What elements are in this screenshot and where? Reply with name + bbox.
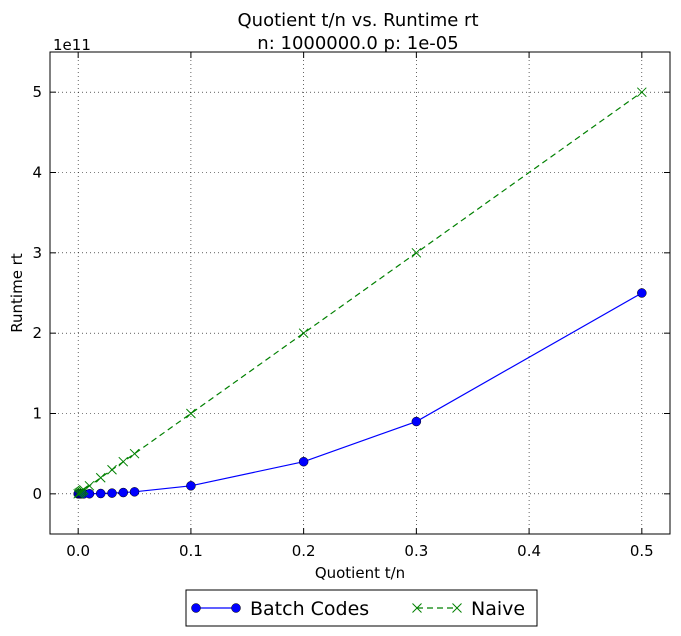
- data-point-batch-codes: [411, 416, 422, 427]
- data-point-batch-codes: [107, 488, 117, 498]
- x-tick-label: 0.1: [179, 542, 203, 560]
- data-point-naive: [95, 472, 106, 483]
- marker-stroke: [84, 480, 95, 491]
- data-point-batch-codes: [637, 288, 647, 298]
- data-point-batch-codes: [84, 489, 95, 499]
- plot-frame: [49, 51, 671, 535]
- y-tick-label: 0: [32, 485, 42, 503]
- x-tick-label: 0.4: [517, 542, 541, 560]
- y-axis-offset-label: 1e11: [53, 36, 91, 54]
- tick-labels: 0.0 0.1 0.2 0.3 0.4 0.5 0 1 2 3 4 5: [32, 83, 653, 560]
- data-point-naive: [186, 408, 196, 419]
- y-tick-label: 4: [32, 164, 42, 182]
- marker-stroke: [129, 448, 140, 459]
- series-layer: [73, 87, 647, 499]
- data-point-batch-codes: [118, 487, 129, 498]
- data-point-naive: [118, 456, 129, 467]
- legend-entry-batch-codes: Batch Codes: [191, 598, 369, 620]
- data-point-batch-codes: [298, 456, 309, 467]
- legend-label: Batch Codes: [250, 598, 369, 620]
- legend: Batch Codes Naive: [185, 589, 538, 627]
- chart-subtitle: n: 1000000.0 p: 1e-05: [257, 33, 458, 54]
- marker-stroke: [95, 472, 106, 483]
- marker-stroke: [636, 87, 647, 98]
- legend-marker: [191, 603, 201, 613]
- legend-label: Naive: [471, 598, 525, 620]
- marker-stroke: [186, 408, 196, 419]
- x-tick-label: 0.3: [404, 542, 428, 560]
- data-point-naive: [129, 448, 140, 459]
- data-point-batch-codes: [95, 488, 106, 499]
- grid: [50, 52, 670, 534]
- y-tick-label: 5: [32, 83, 42, 101]
- legend-frame: [185, 589, 538, 627]
- legend-marker: [231, 603, 241, 613]
- legend-entry-naive: Naive: [412, 598, 525, 620]
- ticks: [50, 52, 670, 534]
- data-point-naive: [411, 247, 422, 258]
- marker-stroke: [107, 464, 117, 475]
- data-point-naive: [298, 328, 309, 339]
- y-axis-label: Runtime rt: [8, 253, 26, 333]
- data-point-naive: [78, 484, 89, 495]
- marker-stroke: [118, 456, 129, 467]
- marker-stroke: [78, 484, 89, 495]
- data-point-naive: [107, 464, 117, 475]
- y-tick-label: 2: [32, 324, 42, 342]
- x-tick-label: 0.2: [292, 542, 316, 560]
- marker-stroke: [411, 247, 422, 258]
- data-point-batch-codes: [129, 487, 140, 497]
- y-tick-label: 1: [32, 405, 42, 423]
- marker-stroke: [298, 328, 309, 339]
- legend-marker: [452, 603, 462, 613]
- chart-title: Quotient t/n vs. Runtime rt: [238, 10, 479, 31]
- legend-entries: Batch Codes Naive: [191, 598, 525, 620]
- y-tick-label: 3: [32, 244, 42, 262]
- data-point-batch-codes: [186, 481, 196, 491]
- x-tick-label: 0.5: [630, 542, 654, 560]
- x-tick-label: 0.0: [66, 542, 90, 560]
- data-point-naive: [636, 87, 647, 98]
- legend-marker: [412, 603, 422, 613]
- x-axis-label: Quotient t/n: [315, 564, 405, 582]
- data-point-naive: [84, 480, 95, 491]
